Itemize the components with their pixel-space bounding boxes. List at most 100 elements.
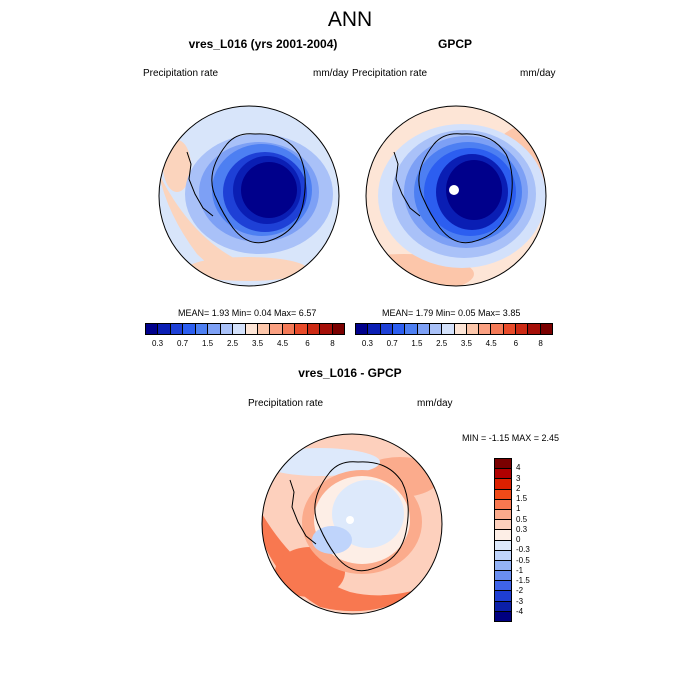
- colorbar-swatch: [158, 324, 171, 334]
- colorbar-swatch: [220, 324, 234, 334]
- obs-colorbar: [355, 323, 553, 335]
- figure-title: ANN: [327, 8, 373, 31]
- colorbar-tick-label: 4.5: [485, 339, 497, 348]
- colorbar-swatch: [208, 324, 221, 334]
- colorbar-tick-label: 8: [538, 339, 543, 348]
- colorbar-tick-label: 2: [516, 483, 521, 493]
- colorbar-swatch: [417, 324, 430, 334]
- colorbar-swatch: [495, 560, 511, 572]
- colorbar-tick-label: 0.3: [361, 339, 373, 348]
- colorbar-tick-label: 6: [513, 339, 519, 348]
- diff-stats: MIN = -1.15 MAX = 2.45: [462, 433, 560, 443]
- colorbar-swatch: [495, 540, 511, 551]
- model-variable-label: Precipitation rate: [143, 68, 219, 79]
- colorbar-tick-label: -0.3: [516, 545, 530, 555]
- obs-variable-label: Precipitation rate: [352, 68, 428, 79]
- colorbar-swatch: [320, 324, 333, 334]
- colorbar-tick-label: 3.5: [460, 339, 472, 348]
- model-precip-map: [158, 105, 340, 287]
- colorbar-swatch: [257, 324, 271, 334]
- colorbar-swatch: [495, 581, 511, 592]
- colorbar-swatch: [405, 324, 418, 334]
- diff-variable-label: Precipitation rate: [248, 398, 324, 409]
- diff-precip-map: [261, 433, 443, 615]
- diff-units-label: mm/day: [417, 398, 453, 409]
- colorbar-tick-label: 0.5: [516, 514, 528, 524]
- colorbar-tick-label: 0.7: [176, 339, 189, 348]
- colorbar-swatch: [495, 489, 511, 500]
- colorbar-tick-label: -2: [516, 586, 524, 596]
- colorbar-swatch: [170, 324, 184, 334]
- colorbar-tick-label: -1.5: [516, 576, 530, 585]
- colorbar-tick-label: -4: [516, 606, 524, 616]
- diff-colorbar: [494, 458, 512, 622]
- colorbar-tick-label: 4: [516, 463, 521, 473]
- colorbar-tick-label: 1: [516, 504, 521, 514]
- colorbar-tick-label: 3.5: [251, 339, 264, 348]
- colorbar-tick-label: 1.5: [411, 339, 423, 348]
- model-colorbar: [145, 323, 345, 335]
- colorbar-swatch: [307, 324, 321, 334]
- colorbar-swatch: [516, 324, 529, 334]
- colorbar-tick-label: 1.5: [516, 494, 528, 503]
- colorbar-swatch: [295, 324, 308, 334]
- colorbar-swatch: [454, 324, 467, 334]
- colorbar-swatch: [282, 324, 296, 334]
- colorbar-tick-label: -1: [516, 565, 524, 575]
- colorbar-swatch: [495, 530, 511, 541]
- obs-units-label: mm/day: [520, 68, 556, 79]
- colorbar-swatch: [195, 324, 209, 334]
- colorbar-swatch: [528, 324, 541, 334]
- colorbar-swatch: [466, 324, 480, 334]
- colorbar-tick-label: -3: [516, 596, 524, 606]
- colorbar-swatch: [233, 324, 246, 334]
- colorbar-tick-label: 3: [516, 473, 521, 483]
- colorbar-tick-label: -0.5: [516, 555, 530, 565]
- diff-colorbar-ticks: 4 3 2 1.5 1 0.5 0.3 0 -0.3 -0.5 -1 -1.5 -2 -3 -4: [516, 458, 546, 622]
- colorbar-swatch: [495, 591, 511, 602]
- colorbar-swatch: [356, 324, 369, 334]
- obs-panel-title: GPCP: [437, 37, 472, 51]
- model-colorbar-ticks: 0.3 0.7 1.5 2.5 3.5 4.5 6 8: [145, 339, 345, 351]
- colorbar-swatch: [270, 324, 283, 334]
- colorbar-swatch: [380, 324, 393, 334]
- colorbar-swatch: [442, 324, 455, 334]
- colorbar-swatch: [146, 324, 159, 334]
- colorbar-tick-label: 0.3: [516, 524, 528, 534]
- colorbar-tick-label: 0.3: [151, 339, 164, 348]
- colorbar-swatch: [368, 324, 381, 334]
- colorbar-swatch: [332, 324, 344, 334]
- colorbar-swatch: [495, 550, 511, 561]
- colorbar-swatch: [245, 324, 258, 334]
- obs-precip-map: [365, 105, 547, 287]
- colorbar-swatch: [495, 520, 511, 531]
- colorbar-swatch: [495, 469, 511, 480]
- colorbar-tick-label: 8: [330, 339, 335, 348]
- colorbar-swatch: [495, 601, 511, 612]
- colorbar-swatch: [479, 324, 492, 334]
- colorbar-swatch: [495, 479, 511, 490]
- colorbar-tick-label: 4.5: [276, 339, 289, 348]
- colorbar-swatch: [429, 324, 443, 334]
- obs-colorbar-ticks: 0.3 0.7 1.5 2.5 3.5 4.5 6 8: [355, 339, 553, 351]
- model-stats: MEAN= 1.93 Min= 0.04 Max= 6.57: [178, 308, 317, 318]
- colorbar-swatch: [495, 459, 511, 470]
- colorbar-swatch: [540, 324, 552, 334]
- colorbar-swatch: [491, 324, 504, 334]
- colorbar-swatch: [503, 324, 517, 334]
- diff-panel-title: vres_L016 - GPCP: [298, 366, 402, 380]
- model-panel-title: vres_L016 (yrs 2001-2004): [188, 37, 338, 51]
- colorbar-tick-label: 0: [516, 535, 521, 544]
- colorbar-swatch: [392, 324, 406, 334]
- colorbar-tick-label: 2.5: [226, 339, 239, 348]
- colorbar-swatch: [183, 324, 196, 334]
- colorbar-swatch: [495, 571, 511, 582]
- colorbar-tick-label: 2.5: [436, 339, 448, 348]
- colorbar-swatch: [495, 499, 511, 510]
- colorbar-swatch: [495, 509, 511, 521]
- obs-stats: MEAN= 1.79 Min= 0.05 Max= 3.85: [382, 308, 521, 318]
- colorbar-tick-label: 0.7: [386, 339, 398, 348]
- colorbar-tick-label: 1.5: [201, 339, 214, 348]
- model-units-label: mm/day: [313, 68, 349, 79]
- colorbar-swatch: [495, 611, 511, 621]
